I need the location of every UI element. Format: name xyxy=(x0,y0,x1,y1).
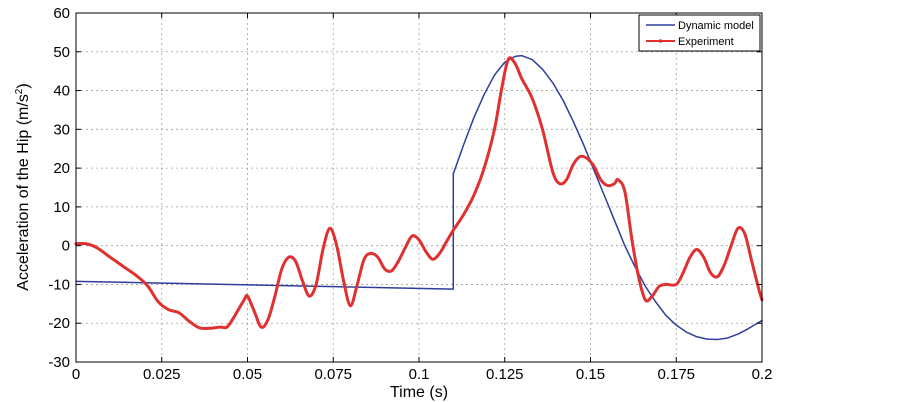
y-axis-label-main: Acceleration of the Hip (m/s xyxy=(15,94,32,291)
y-axis-label-close: ) xyxy=(15,83,32,88)
legend: Dynamic model Experiment xyxy=(638,14,761,52)
y-tick-label: 40 xyxy=(53,83,70,100)
x-tick-label: 0.125 xyxy=(486,366,524,383)
x-tick-label: 0.15 xyxy=(576,366,605,383)
series-group xyxy=(74,54,764,341)
series-line-dynamic-model xyxy=(75,54,763,341)
legend-box xyxy=(638,14,761,52)
x-tick-label: 0.2 xyxy=(752,366,773,383)
y-axis-label-superscript: 2 xyxy=(14,88,25,94)
y-tick-label: 50 xyxy=(53,44,70,61)
y-tick-label: 20 xyxy=(53,160,70,177)
y-tick-label: -20 xyxy=(48,315,70,332)
x-axis-label: Time (s) xyxy=(390,384,448,401)
x-tick-label: 0.175 xyxy=(657,366,695,383)
y-tick-label: 10 xyxy=(53,199,70,216)
x-tick-label: 0.075 xyxy=(314,366,352,383)
y-tick-label: -10 xyxy=(48,276,70,293)
x-tick-label: 0.1 xyxy=(409,366,430,383)
ticks: 0 0.025 0.05 0.075 0.1 0.125 0.15 0.175 0.2 -30 -2… xyxy=(48,5,772,383)
y-tick-label: 60 xyxy=(53,5,70,22)
legend-label-dynamic-model: Dynamic model xyxy=(678,20,754,32)
y-tick-label: 30 xyxy=(53,121,70,138)
legend-marker-experiment xyxy=(658,39,663,43)
legend-label-experiment: Experiment xyxy=(678,36,734,48)
series-line-experiment xyxy=(74,56,764,331)
x-tick-label: 0.025 xyxy=(143,366,181,383)
y-tick-label: 0 xyxy=(62,238,70,255)
y-tick-label: -30 xyxy=(48,354,70,371)
x-tick-label: 0.05 xyxy=(233,366,262,383)
x-tick-label: 0 xyxy=(72,366,80,383)
y-axis-label: Acceleration of the Hip (m/s2) xyxy=(14,83,32,290)
